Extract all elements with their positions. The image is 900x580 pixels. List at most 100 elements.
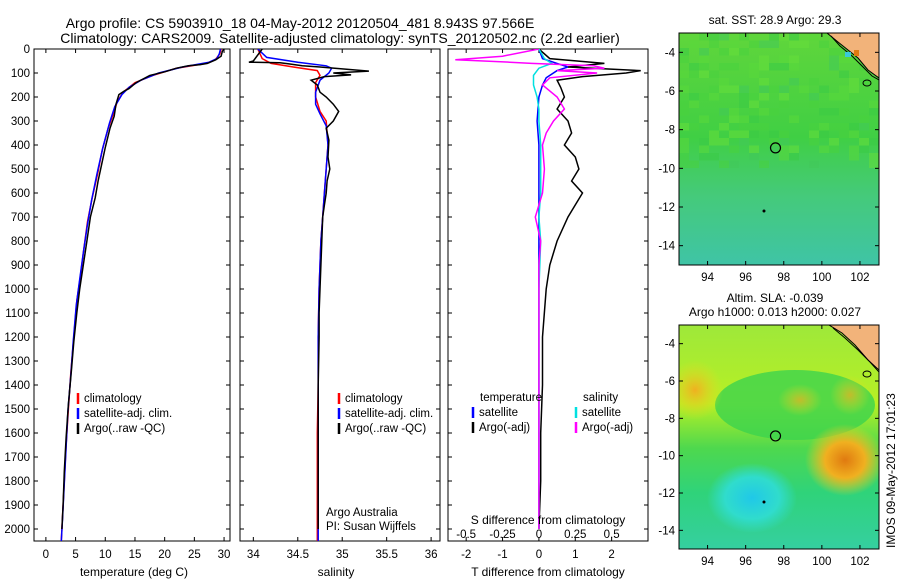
sst-patch xyxy=(759,63,769,71)
sla-profile-location xyxy=(769,430,782,442)
sst-patch xyxy=(859,123,869,131)
sst-patch xyxy=(839,108,849,116)
sst-patch xyxy=(809,93,819,101)
x-tick-label: 0 xyxy=(43,549,49,561)
sst-patch xyxy=(819,123,829,131)
lat-tick-label: -4 xyxy=(665,47,676,59)
sst-patch xyxy=(699,145,709,153)
difference-depth-ticks xyxy=(448,48,648,530)
sst-patch xyxy=(699,63,709,71)
sla-map-title1: Altim. SLA: -0.039 xyxy=(727,291,824,305)
x-tick-label: 10 xyxy=(99,549,112,561)
temperature-axes-frame xyxy=(33,48,231,542)
sst-patch xyxy=(759,108,769,116)
sst-patch xyxy=(739,93,749,101)
sst-patch xyxy=(759,40,769,48)
lon-tick-label: 98 xyxy=(777,272,790,284)
sst-patch xyxy=(809,130,819,138)
lat-tick-label: -12 xyxy=(658,202,675,214)
x-tick-label: 0 xyxy=(536,549,542,561)
sst-patch xyxy=(759,123,769,131)
sst-patch xyxy=(699,70,709,78)
sst-patch xyxy=(839,93,849,101)
sst-patch xyxy=(739,123,749,131)
depth-tick-label: 100 xyxy=(11,68,30,80)
sst-patch xyxy=(789,115,799,123)
sst-patch xyxy=(749,40,759,48)
sst-patch xyxy=(789,145,799,153)
s-diff-tick-label: 0 xyxy=(536,529,542,541)
sst-lon-ticks: 94 96 98 100 102 xyxy=(701,33,870,284)
lat-tick-label: -10 xyxy=(658,451,675,463)
sst-patch xyxy=(839,123,849,131)
legend-label: satellite xyxy=(582,407,621,419)
legend-label: satellite xyxy=(479,407,518,419)
sst-patch xyxy=(789,33,799,41)
sst-patch xyxy=(849,85,859,93)
salinity-xlabel: salinity xyxy=(318,565,355,579)
header-line1: Argo profile: CS 5903910_18 04-May-2012 … xyxy=(66,15,535,31)
sst-lat-ticks: -4 -6 -8 -10 -12 -14 xyxy=(658,47,879,253)
series-line-argoadj xyxy=(538,49,641,530)
sst-patch xyxy=(839,130,849,138)
sst-patch xyxy=(679,138,689,146)
sst-map: sat. SST: 28.9 Argo: 29.3 94 96 98 100 102 -… xyxy=(658,13,880,284)
sst-patch xyxy=(809,160,819,168)
depth-tick-label: 1000 xyxy=(4,284,30,296)
sst-patch xyxy=(769,33,779,41)
sst-patch xyxy=(769,85,779,93)
sla-lon-ticks: 94 96 98 100 102 xyxy=(701,325,870,568)
sst-patch xyxy=(789,78,799,86)
sst-patch xyxy=(709,138,719,146)
sst-patch xyxy=(729,160,739,168)
salinity-legend: climatology satellite-adj. clim. Argo(..ra… xyxy=(337,393,433,435)
sst-patch xyxy=(759,93,769,101)
sst-patch xyxy=(749,108,759,116)
lat-tick-label: -10 xyxy=(658,163,675,175)
sla-coast xyxy=(832,327,879,373)
sst-patch xyxy=(769,40,779,48)
sst-patch xyxy=(829,55,839,63)
sst-patch xyxy=(699,153,709,161)
sst-patch xyxy=(739,85,749,93)
sst-patch xyxy=(689,40,699,48)
sst-patch xyxy=(799,40,809,48)
sla-cold-spot xyxy=(707,463,797,533)
lon-tick-label: 98 xyxy=(777,556,790,568)
sst-patch xyxy=(699,93,709,101)
temperature-series xyxy=(60,49,225,541)
sst-patch xyxy=(719,108,729,116)
series-line-argorawqc xyxy=(61,49,225,530)
depth-ticks: 0 100 200 300 400 500 600 700 800 900 1000 1100 1200… xyxy=(4,44,230,536)
sst-patch xyxy=(679,85,689,93)
lon-tick-label: 96 xyxy=(739,272,752,284)
x-tick-label: 34 xyxy=(247,549,260,561)
sst-patch xyxy=(819,130,829,138)
legend-salinity-title: salinity xyxy=(583,392,618,404)
sst-patch xyxy=(779,55,789,63)
sla-island xyxy=(862,370,872,378)
sst-patch xyxy=(729,115,739,123)
difference-axes-frame xyxy=(447,48,649,542)
sst-patch xyxy=(809,123,819,131)
sla-map: Altim. SLA: -0.039 Argo h1000: 0.013 h20… xyxy=(658,291,880,568)
salinity-axes-frame xyxy=(239,48,441,542)
sst-patch xyxy=(819,85,829,93)
sst-patch xyxy=(679,145,689,153)
lat-tick-label: -8 xyxy=(665,413,675,425)
legend-label: climatology xyxy=(345,393,403,405)
sst-patch xyxy=(769,138,779,146)
s-difference-xlabel: S difference from climatology xyxy=(471,513,626,527)
sst-patch xyxy=(859,63,869,71)
sst-patch xyxy=(679,70,689,78)
sst-islet xyxy=(762,209,766,213)
sst-patch xyxy=(709,33,719,41)
x-tick-label: 2 xyxy=(608,549,614,561)
legend-label: Argo(..raw -QC) xyxy=(84,423,165,435)
sst-patch xyxy=(779,85,789,93)
sst-patch xyxy=(749,123,759,131)
lat-tick-label: -14 xyxy=(658,241,675,253)
t-difference-xlabel: T difference from climatology xyxy=(471,565,625,579)
sst-patch xyxy=(689,70,699,78)
lat-tick-label: -12 xyxy=(658,488,675,500)
